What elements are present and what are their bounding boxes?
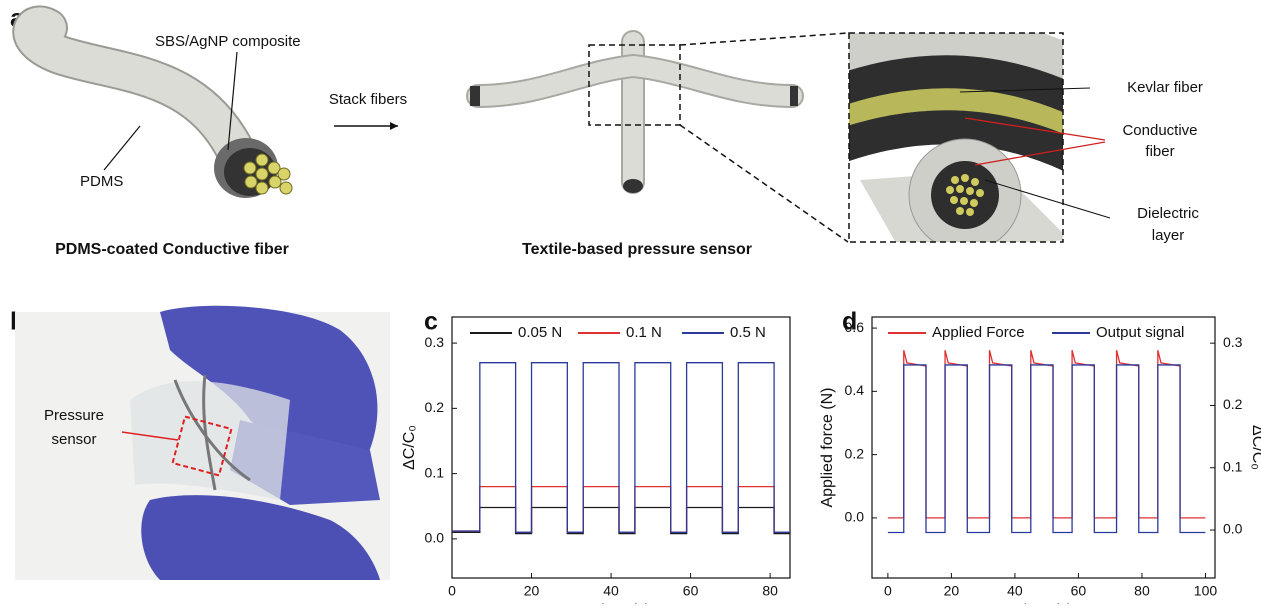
y-tick-label: 0.3: [1223, 334, 1243, 350]
annotation: SBS/AgNP composite: [155, 33, 301, 50]
legend-label: 0.05 N: [518, 324, 562, 341]
x-tick-label: 40: [603, 583, 619, 599]
y-axis-label: Applied force (N): [819, 387, 836, 507]
y-tick-label: 0.3: [425, 334, 445, 350]
plot-frame: [872, 317, 1215, 578]
panel-label: c: [424, 308, 438, 336]
y-axis-label: ΔC/C₀: [401, 425, 418, 470]
y-tick-label: 0.6: [845, 319, 865, 335]
x-tick-label: 100: [1194, 583, 1218, 599]
x-tick-label: 60: [683, 583, 699, 599]
plot-area: [452, 363, 790, 534]
data-line: [452, 508, 790, 534]
x-tick-label: 80: [762, 583, 778, 599]
data-line: [452, 487, 790, 533]
y2-axis-label: ΔC/C₀: [1249, 425, 1261, 470]
y-tick-label: 0.2: [425, 399, 445, 415]
y-tick-label: 0.2: [1223, 396, 1243, 412]
annotation: layer: [1152, 227, 1185, 244]
y-tick-label: 0.2: [845, 445, 865, 461]
arrow-label: Stack fibers: [329, 91, 407, 108]
legend-label: Applied Force: [932, 324, 1025, 341]
x-tick-label: 40: [1007, 583, 1023, 599]
fiber-illustration: [32, 25, 292, 198]
arrow-head: [390, 122, 398, 130]
figure: a b c d SBS/AgNP composite PDMS PDMS-coa…: [0, 0, 1261, 604]
annotation: fiber: [1145, 143, 1174, 160]
annotation: PDMS: [80, 173, 123, 190]
y-tick-label: 0.1: [425, 464, 445, 480]
x-tick-label: 60: [1071, 583, 1087, 599]
y-tick-label: 0.4: [845, 382, 865, 398]
legend-label: Output signal: [1096, 324, 1184, 341]
plot-area: [888, 350, 1206, 532]
legend-label: 0.1 N: [626, 324, 662, 341]
y-tick-label: 0.0: [425, 530, 445, 546]
annotation: sensor: [51, 431, 96, 448]
x-tick-label: 20: [524, 583, 540, 599]
annotation: Pressure: [44, 407, 104, 424]
x-tick-label: 20: [944, 583, 960, 599]
annotation: Conductive: [1122, 122, 1197, 139]
caption: Textile-based pressure sensor: [522, 241, 752, 258]
plot-frame: [452, 317, 790, 578]
x-tick-label: 0: [448, 583, 456, 599]
annotation: Kevlar fiber: [1127, 79, 1203, 96]
zoom-illustration: [830, 33, 1110, 251]
y-tick-label: 0.1: [1223, 458, 1243, 474]
caption: PDMS-coated Conductive fiber: [55, 241, 289, 258]
annotation: Dielectric: [1137, 205, 1199, 222]
sensor-illustration: [470, 33, 848, 242]
x-tick-label: 80: [1134, 583, 1150, 599]
data-line: [888, 365, 1206, 533]
x-tick-label: 0: [884, 583, 892, 599]
y-tick-label: 0.0: [845, 509, 865, 525]
legend-label: 0.5 N: [730, 324, 766, 341]
y-tick-label: 0.0: [1223, 521, 1243, 537]
